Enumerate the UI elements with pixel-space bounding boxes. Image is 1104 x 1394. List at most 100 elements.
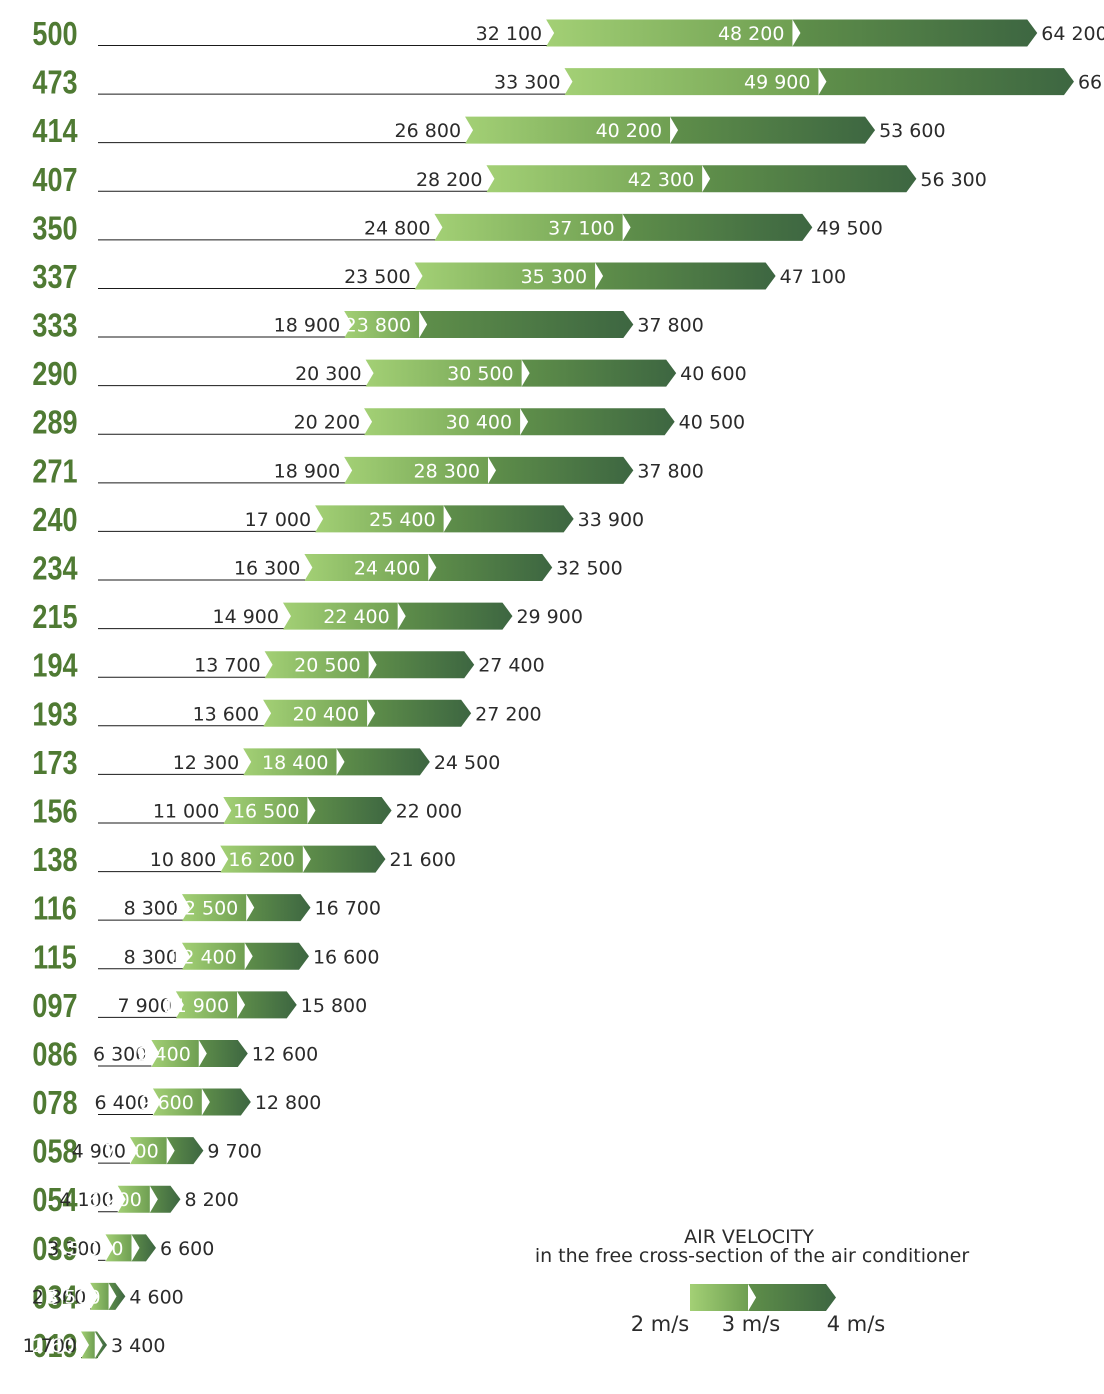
bar-segment-low xyxy=(264,651,369,679)
bar-segment-low xyxy=(344,456,488,484)
value-label-4ms: 27 400 xyxy=(478,655,544,677)
size-label: 058 xyxy=(32,1134,77,1170)
value-label-3ms: 22 400 xyxy=(323,606,389,628)
size-label: 271 xyxy=(32,454,77,490)
value-label-2ms: 4 100 xyxy=(59,1189,113,1211)
value-label-4ms: 24 500 xyxy=(434,752,500,774)
bar-segment-low xyxy=(304,554,429,582)
value-label-2ms: 23 500 xyxy=(344,266,410,288)
bar-divider-chevron xyxy=(166,1137,175,1165)
bar-segment-high xyxy=(237,991,297,1019)
bar-segment-high xyxy=(302,845,386,873)
bar-segment-low xyxy=(181,942,245,970)
bar-divider-chevron xyxy=(595,262,604,290)
value-label-2ms: 6 300 xyxy=(93,1043,147,1065)
value-label-2ms: 7 900 xyxy=(117,995,171,1017)
bar-divider-chevron xyxy=(198,1039,207,1067)
chart-row: 240 17 000 25 400 33 900 xyxy=(32,502,644,538)
chart-row: 234 16 300 24 400 32 500 xyxy=(32,551,622,587)
chart-rows: 500 32 100 48 200 64 200 473 33 300 49 900 66 6… xyxy=(23,17,1104,1365)
legend-tick-3ms: 3 m/s xyxy=(722,1312,781,1336)
legend-bar-high xyxy=(748,1284,836,1311)
value-label-4ms: 16 700 xyxy=(315,898,381,920)
bar-divider-chevron xyxy=(149,1185,158,1213)
chart-row: 337 23 500 35 300 47 100 xyxy=(32,260,846,296)
value-label-4ms: 4 600 xyxy=(129,1286,183,1308)
value-label-4ms: 33 900 xyxy=(578,509,644,531)
bar-segment-high xyxy=(595,262,776,290)
size-label: 115 xyxy=(33,940,77,976)
value-label-4ms: 8 200 xyxy=(184,1189,238,1211)
bar-segment-low xyxy=(151,1039,199,1067)
size-label: 156 xyxy=(32,794,77,830)
value-label-3ms: 2 600 xyxy=(32,1335,86,1357)
size-label: 019 xyxy=(32,1329,77,1365)
bar-divider-chevron xyxy=(520,408,529,436)
size-label: 193 xyxy=(32,697,77,733)
bar-segment-low xyxy=(364,408,521,436)
bar-segment-low xyxy=(344,311,420,339)
chart-row: 407 28 200 42 300 56 300 xyxy=(32,162,986,198)
value-label-4ms: 21 600 xyxy=(389,849,455,871)
value-label-2ms: 8 300 xyxy=(124,946,178,968)
chart-row: 473 33 300 49 900 66 600 xyxy=(32,65,1104,101)
bar-segment-low xyxy=(282,602,398,630)
value-label-4ms: 32 500 xyxy=(556,558,622,580)
chart-row: 414 26 800 40 200 53 600 xyxy=(32,114,945,150)
bar-segment-high xyxy=(443,505,574,533)
bar-segment-high xyxy=(307,796,392,824)
bar-segment-low xyxy=(315,505,444,533)
chart-row: 271 18 900 28 300 37 800 xyxy=(32,454,703,490)
value-label-3ms: 35 300 xyxy=(521,266,587,288)
bar-segment-low xyxy=(546,19,793,47)
value-label-2ms: 6 400 xyxy=(95,1092,149,1114)
size-label: 086 xyxy=(32,1037,77,1073)
value-label-2ms: 32 100 xyxy=(476,23,542,45)
value-label-2ms: 26 800 xyxy=(395,120,461,142)
value-label-4ms: 37 800 xyxy=(637,315,703,337)
bar-segment-high xyxy=(622,213,813,241)
bar-segment-high xyxy=(487,456,634,484)
value-label-4ms: 47 100 xyxy=(780,266,846,288)
value-label-2ms: 11 000 xyxy=(153,800,219,822)
value-label-3ms: 6 200 xyxy=(87,1189,141,1211)
value-label-4ms: 16 600 xyxy=(313,946,379,968)
bar-segment-low xyxy=(105,1234,132,1262)
value-label-4ms: 64 200 xyxy=(1041,23,1104,45)
bar-segment-high xyxy=(166,1137,204,1165)
bar-divider-chevron xyxy=(670,116,679,144)
value-label-2ms: 24 800 xyxy=(364,217,430,239)
bar-divider-chevron xyxy=(487,456,496,484)
legend-bar-low xyxy=(690,1284,748,1311)
value-label-3ms: 18 400 xyxy=(262,752,328,774)
value-label-3ms: 40 200 xyxy=(596,120,662,142)
bar-divider-chevron xyxy=(521,359,530,387)
bar-segment-high xyxy=(336,748,430,776)
legend-tick-4ms: 4 m/s xyxy=(827,1312,886,1336)
size-label: 414 xyxy=(32,114,77,150)
legend-title: AIR VELOCITY xyxy=(684,1226,814,1248)
value-label-2ms: 4 900 xyxy=(72,1141,126,1163)
size-label: 473 xyxy=(32,65,77,101)
value-label-4ms: 22 000 xyxy=(396,800,462,822)
value-label-3ms: 25 400 xyxy=(369,509,435,531)
size-label: 078 xyxy=(32,1086,77,1122)
chart-row: 156 11 000 16 500 22 000 xyxy=(32,794,462,830)
bar-divider-chevron xyxy=(702,165,711,193)
bar-segment-low xyxy=(263,699,368,727)
value-label-3ms: 12 500 xyxy=(172,898,238,920)
bar-divider-chevron xyxy=(108,1282,117,1310)
bar-divider-chevron xyxy=(622,213,631,241)
value-label-2ms: 17 000 xyxy=(245,509,311,531)
value-label-4ms: 9 700 xyxy=(207,1141,261,1163)
value-label-3ms: 20 500 xyxy=(294,655,360,677)
bar-divider-chevron xyxy=(131,1234,140,1262)
bar-segment-high xyxy=(520,408,675,436)
value-label-3ms: 16 500 xyxy=(233,800,299,822)
value-label-2ms: 2 300 xyxy=(32,1286,86,1308)
value-label-4ms: 66 600 xyxy=(1078,72,1104,94)
